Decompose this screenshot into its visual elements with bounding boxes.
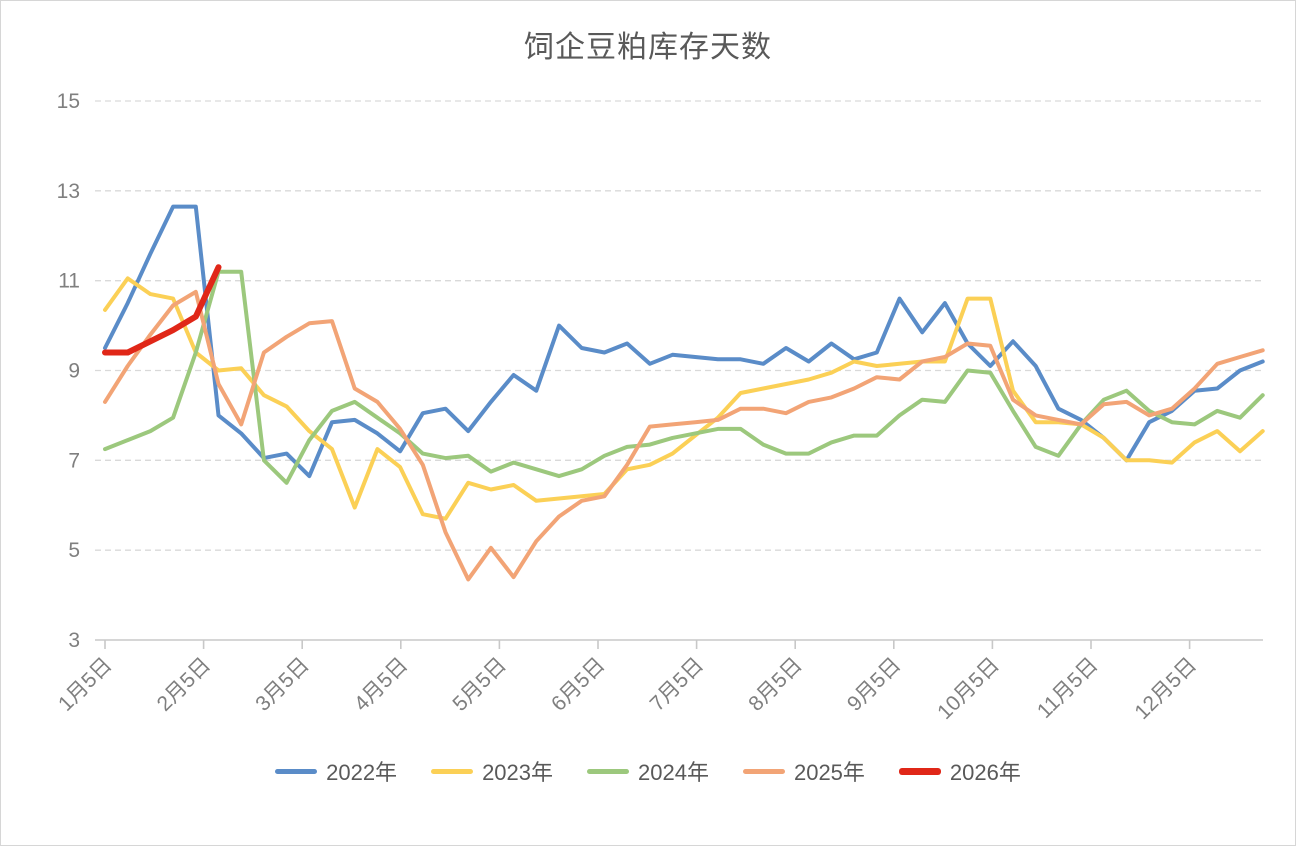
y-axis-label: 11 <box>58 270 80 293</box>
legend-label: 2026年 <box>949 760 1021 785</box>
chart-legend: 2022年 2023年 2024年 2025年 2026年 <box>0 755 1296 787</box>
x-axis-label: 10月5日 <box>933 653 1004 724</box>
chart-title: 饲企豆粕库存天数 <box>524 31 772 64</box>
y-axis-label: 15 <box>57 90 80 113</box>
legend-item-2022年: 2022年 <box>275 755 397 787</box>
legend-item-2025年: 2025年 <box>742 755 865 787</box>
legend-swatch <box>742 768 785 774</box>
x-axis-label: 5月5日 <box>448 653 510 715</box>
x-axis-label: 1月5日 <box>54 653 116 715</box>
legend-swatch <box>431 768 474 774</box>
series-line-2024年 <box>103 269 1265 485</box>
y-axis-label: 13 <box>57 180 80 203</box>
x-axis-label: 4月5日 <box>350 653 412 715</box>
x-axis-label: 2月5日 <box>153 653 215 715</box>
x-axis-label: 7月5日 <box>646 653 708 715</box>
axis-labels-layer: 1月5日 2月5日 3月5日 4月5日 5月5日 6月5日 7月5日 8月5日 9月5日 10月5… <box>54 90 1201 724</box>
series-line-2023年 <box>103 276 1265 521</box>
series-lines-layer <box>102 204 1265 582</box>
gridlines-layer <box>95 100 1263 551</box>
x-axis-label: 6月5日 <box>547 653 609 715</box>
x-axis-label: 9月5日 <box>843 653 905 715</box>
x-axis-label: 3月5日 <box>251 653 313 715</box>
legend-label: 2024年 <box>638 760 709 785</box>
legend-swatch <box>587 768 630 774</box>
legend-swatch <box>898 767 941 775</box>
x-axis-label: 11月5日 <box>1033 653 1103 723</box>
legend-item-2023年: 2023年 <box>431 755 553 787</box>
y-axis-label: 3 <box>68 629 80 652</box>
y-axis-label: 7 <box>68 449 80 472</box>
legend-label: 2022年 <box>326 760 398 785</box>
series-line-2026年 <box>102 264 222 356</box>
legend-item-2026年: 2026年 <box>898 755 1021 787</box>
x-axis-label: 8月5日 <box>744 653 806 715</box>
y-axis-label: 5 <box>68 539 80 562</box>
y-axis-label: 9 <box>68 359 80 382</box>
series-line-2025年 <box>103 289 1265 582</box>
legend-swatch <box>275 768 318 774</box>
legend-label: 2025年 <box>793 760 865 785</box>
axis-layer <box>95 639 1263 649</box>
x-axis-label: 12月5日 <box>1130 653 1201 724</box>
legend-item-2024年: 2024年 <box>587 755 709 787</box>
legend-label: 2023年 <box>482 760 554 785</box>
